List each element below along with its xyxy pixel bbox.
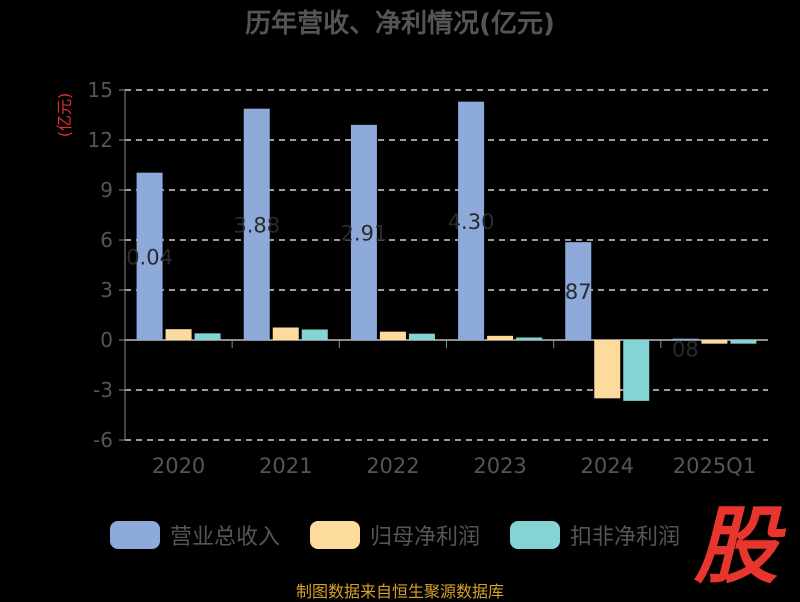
bar[interactable] [301,329,328,341]
bar[interactable] [672,338,699,340]
x-tick-label: 2023 [473,454,526,478]
x-tick-label: 2022 [366,454,419,478]
bar[interactable] [487,335,514,340]
data-label: 2.91 [341,221,388,245]
bar[interactable] [730,340,757,344]
bar[interactable] [194,333,221,340]
data-label: 4.30 [448,210,495,234]
y-tick-label: 3 [100,278,113,302]
y-tick-label: 12 [88,128,113,152]
legend: 营业总收入 归母净利润 扣非净利润 [0,518,800,552]
bar[interactable] [516,337,543,341]
bars [136,101,757,401]
data-label: 3.88 [233,213,280,237]
grid-lines [125,89,768,441]
axes: -6 -3 0 3 6 9 12 15 2020 2021 2022 2023 2024 2025Q1 [88,78,768,478]
legend-item-net-profit[interactable]: 归母净利润 [310,518,480,552]
y-tick-label: 6 [100,228,113,252]
bar[interactable] [565,242,592,340]
y-tick-label: -6 [93,428,113,452]
bar[interactable] [136,172,163,340]
y-tick-label: 15 [88,78,113,102]
y-tick-label: -3 [93,378,113,402]
legend-item-revenue[interactable]: 营业总收入 [110,518,280,552]
bar[interactable] [458,101,485,341]
logo-glyph: 股 [693,497,778,595]
bar[interactable] [350,124,377,340]
x-tick-label: 2024 [581,454,634,478]
bar[interactable] [272,327,299,341]
x-tick-label: 2025Q1 [673,454,756,478]
bar[interactable] [408,333,435,340]
y-tick-label: 0 [100,328,113,352]
bar[interactable] [165,329,192,340]
legend-label-net-profit: 归母净利润 [370,525,481,550]
y-axis-label: (亿元) [55,93,74,138]
legend-swatch-deducted-profit [510,521,560,549]
data-labels: 0.04 3.88 2.91 4.30 87 08 [126,210,699,362]
legend-swatch-net-profit [310,521,360,549]
legend-item-deducted-profit[interactable]: 扣非净利润 [510,518,680,552]
brand-logo: 股 [690,500,782,592]
bar[interactable] [594,340,621,399]
y-tick-label: 9 [100,178,113,202]
source-note: 制图数据来自恒生聚源数据库 [295,582,504,601]
data-label: 0.04 [126,245,173,269]
chart-title: 历年营收、净利情况(亿元) [245,8,555,39]
bar[interactable] [623,340,650,401]
legend-swatch-revenue [110,521,160,549]
x-tick-label: 2021 [259,454,312,478]
legend-label-deducted-profit: 扣非净利润 [570,525,681,550]
bar[interactable] [701,340,728,344]
bar[interactable] [243,108,270,341]
data-label: 87 [565,280,592,304]
legend-label-revenue: 营业总收入 [170,525,281,550]
x-tick-label: 2020 [152,454,205,478]
data-label: 08 [672,338,699,362]
bar[interactable] [379,331,406,340]
